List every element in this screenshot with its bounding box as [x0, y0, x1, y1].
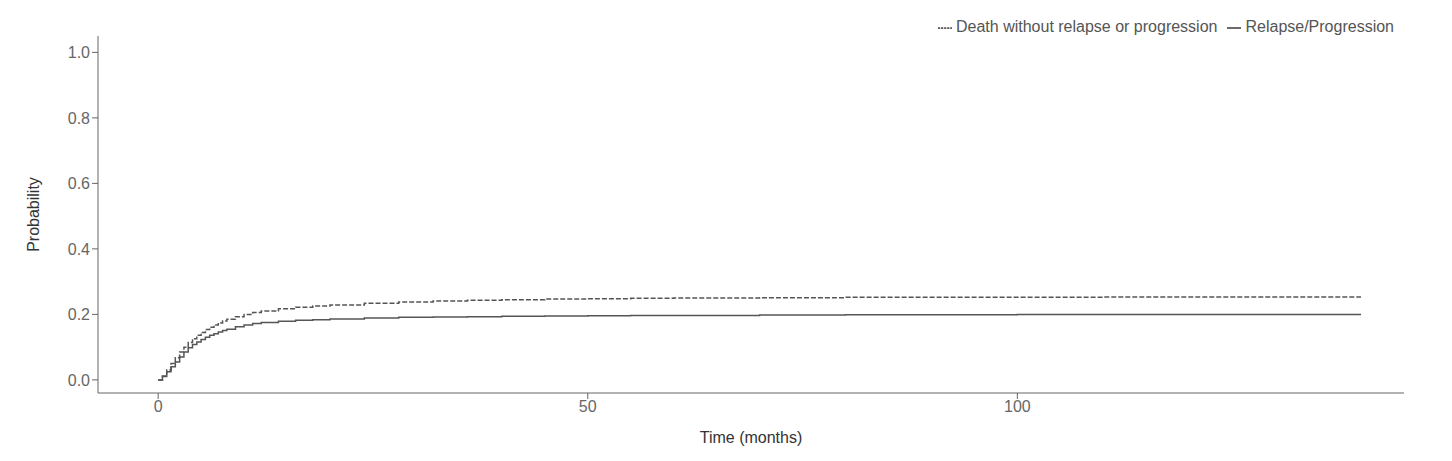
svg-text:Probability: Probability: [25, 177, 42, 252]
svg-text:50: 50: [579, 398, 597, 415]
svg-text:0.8: 0.8: [68, 110, 90, 127]
svg-text:0.0: 0.0: [68, 372, 90, 389]
html-text:Death without relapse or progr: Death without relapse or progression: [956, 18, 1218, 35]
svg-text:1.0: 1.0: [68, 44, 90, 61]
svg-text:0: 0: [154, 398, 163, 415]
svg-text:0.6: 0.6: [68, 175, 90, 192]
html-text:Relapse/Progression: Relapse/Progression: [1245, 18, 1394, 35]
svg-text:100: 100: [1004, 398, 1031, 415]
svg-text:0.2: 0.2: [68, 306, 90, 323]
svg-text:0.4: 0.4: [68, 241, 90, 258]
svg-text:Time (months): Time (months): [700, 429, 803, 446]
